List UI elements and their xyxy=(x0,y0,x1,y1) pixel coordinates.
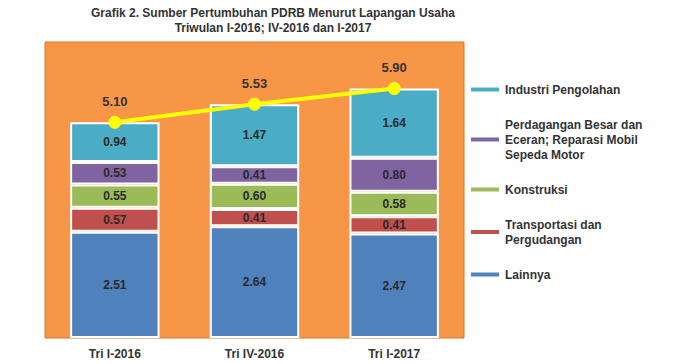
svg-text:Industri Pengolahan: Industri Pengolahan xyxy=(505,83,620,97)
svg-text:Sepeda Motor: Sepeda Motor xyxy=(505,148,585,162)
svg-text:Perdagangan Besar dan: Perdagangan Besar dan xyxy=(505,118,646,132)
svg-text:5.10: 5.10 xyxy=(102,94,127,109)
svg-text:0.41: 0.41 xyxy=(382,218,406,232)
svg-text:Tri I-2016: Tri I-2016 xyxy=(89,347,141,361)
svg-text:Lainnya: Lainnya xyxy=(505,268,551,282)
svg-text:Pergudangan: Pergudangan xyxy=(505,233,582,247)
svg-text:Transportasi dan: Transportasi dan xyxy=(505,218,605,232)
svg-text:0.80: 0.80 xyxy=(382,168,406,182)
svg-text:Eceran; Reparasi Mobil: Eceran; Reparasi Mobil xyxy=(505,133,641,147)
svg-text:5.53: 5.53 xyxy=(242,76,267,91)
svg-text:0.55: 0.55 xyxy=(103,189,127,203)
svg-text:0.53: 0.53 xyxy=(103,166,127,180)
svg-text:2.47: 2.47 xyxy=(382,279,406,293)
svg-text:Tri IV-2016: Tri IV-2016 xyxy=(225,347,285,361)
svg-text:0.41: 0.41 xyxy=(243,211,267,225)
svg-text:Tri I-2017: Tri I-2017 xyxy=(368,347,420,361)
svg-text:0.94: 0.94 xyxy=(103,135,127,149)
svg-text:2.64: 2.64 xyxy=(243,275,267,289)
svg-text:Grafik 2. Sumber Pertumbuhan P: Grafik 2. Sumber Pertumbuhan PDRB Menuru… xyxy=(91,6,455,20)
svg-text:5.90: 5.90 xyxy=(382,60,407,75)
svg-text:Konstruksi: Konstruksi xyxy=(505,183,568,197)
svg-text:2.51: 2.51 xyxy=(103,278,127,292)
svg-text:0.60: 0.60 xyxy=(243,189,267,203)
svg-text:0.57: 0.57 xyxy=(103,213,127,227)
svg-text:1.64: 1.64 xyxy=(382,116,406,130)
svg-text:0.58: 0.58 xyxy=(382,197,406,211)
svg-text:Triwulan I-2016; IV-2016 dan I: Triwulan I-2016; IV-2016 dan I-2017 xyxy=(175,21,372,35)
svg-text:0.41: 0.41 xyxy=(243,168,267,182)
svg-text:1.47: 1.47 xyxy=(243,128,267,142)
